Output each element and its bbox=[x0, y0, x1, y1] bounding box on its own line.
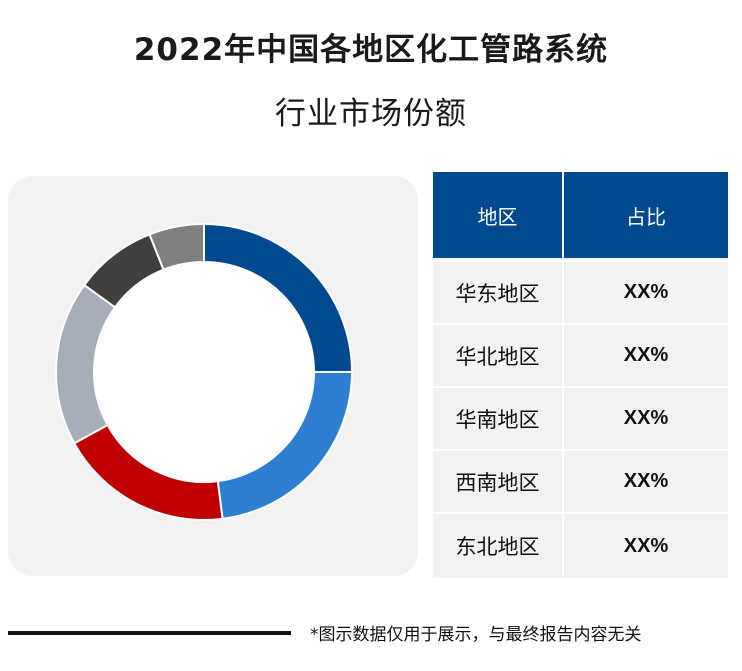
donut-hole bbox=[95, 263, 313, 481]
footnote: *图示数据仅用于展示，与最终报告内容无关 bbox=[310, 625, 642, 645]
donut-chart-panel bbox=[8, 176, 418, 576]
share-cell: XX% bbox=[623, 407, 669, 429]
chart-title-line1: 2022年中国各地区化工管路系统 bbox=[133, 32, 609, 68]
donut-slice-6 bbox=[148, 222, 205, 272]
footer-rule bbox=[8, 631, 291, 635]
share-cell: XX% bbox=[623, 344, 669, 366]
table-header-share: 占比 bbox=[564, 172, 728, 258]
region-cell: 华东地区 bbox=[455, 281, 540, 306]
donut-chart bbox=[55, 222, 354, 521]
region-cell: 华北地区 bbox=[455, 344, 540, 369]
share-cell: XX% bbox=[623, 281, 669, 303]
table-row: 华东地区 XX% bbox=[433, 260, 728, 323]
region-share-table: 地区 占比 华东地区 XX% 华北地区 XX% 华南地区 XX% 西南地区 XX… bbox=[433, 172, 728, 578]
table-row: 西南地区 XX% bbox=[433, 449, 728, 512]
table-row: 东北地区 XX% bbox=[433, 512, 728, 578]
table-header-region: 地区 bbox=[433, 172, 562, 258]
chart-title-line2: 行业市场份额 bbox=[275, 96, 467, 132]
table-row: 华南地区 XX% bbox=[433, 386, 728, 449]
share-cell: XX% bbox=[623, 534, 669, 557]
region-cell: 东北地区 bbox=[455, 535, 540, 559]
region-cell: 西南地区 bbox=[455, 470, 540, 495]
region-cell: 华南地区 bbox=[455, 407, 540, 432]
table-row: 华北地区 XX% bbox=[433, 323, 728, 386]
column-divider bbox=[562, 172, 564, 576]
share-cell: XX% bbox=[623, 470, 669, 492]
